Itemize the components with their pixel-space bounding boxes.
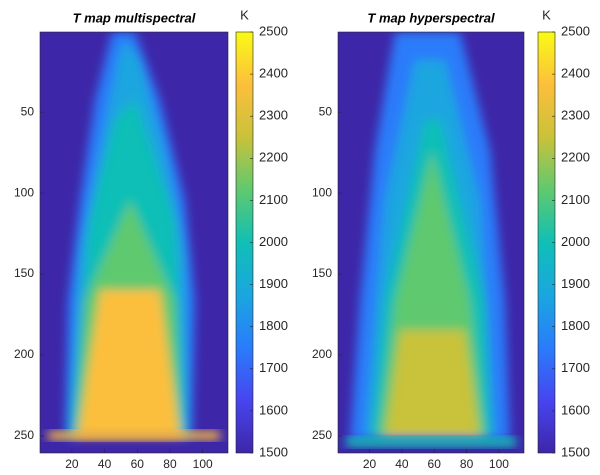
x-tick-label: 20 [363, 457, 377, 471]
y-tick-label: 250 [14, 428, 34, 442]
flame [65, 32, 195, 437]
colorbar-tick-label: 2400 [259, 66, 288, 81]
y-tick-label: 200 [312, 347, 332, 361]
x-tick-label: 40 [395, 457, 409, 471]
x-tick-label: 100 [489, 457, 509, 471]
colorbar-tick-label: 2500 [561, 23, 590, 38]
colorbar-tick-label: 1900 [259, 276, 288, 291]
heatmap-image [40, 32, 228, 453]
axes-frame [39, 31, 229, 454]
y-tick-label: 150 [312, 266, 332, 280]
colorbar-tick-label: 2000 [561, 234, 590, 249]
y-tick-label: 100 [14, 185, 34, 199]
colorbar-tick-label: 2400 [561, 66, 590, 81]
colorbar-label: K [542, 7, 551, 22]
y-tick-label: 150 [14, 266, 34, 280]
heatmap-image [338, 32, 524, 453]
colorbar-tick-label: 2200 [259, 150, 288, 165]
colorbar-tick-label: 2300 [561, 108, 590, 123]
chart-title: T map multispectral [73, 10, 196, 25]
colorbar-tick-label: 2000 [259, 234, 288, 249]
y-tick-label: 50 [319, 104, 333, 118]
colorbar-tick-label: 1800 [259, 318, 288, 333]
x-tick-label: 40 [98, 457, 112, 471]
y-tick-label: 100 [312, 185, 332, 199]
colorbar-tick-label: 1700 [259, 360, 288, 375]
colorbar-tick-label: 2500 [259, 23, 288, 38]
x-tick-label: 60 [131, 457, 145, 471]
x-tick-label: 100 [193, 457, 213, 471]
colorbar-tick-label: 2100 [259, 192, 288, 207]
colorbar-tick-label: 2200 [561, 150, 590, 165]
colorbar-tick-label: 2100 [561, 192, 590, 207]
flame-layer [78, 290, 180, 437]
colorbar-tick-label: 1900 [561, 276, 590, 291]
chart-title: T map hyperspectral [367, 10, 495, 25]
base-band [346, 437, 516, 447]
x-tick-label: 20 [65, 457, 79, 471]
base-band [48, 431, 220, 440]
colorbar-tick-label: 1500 [259, 444, 288, 459]
x-tick-label: 80 [460, 457, 474, 471]
y-tick-label: 200 [14, 347, 34, 361]
colorbar-tick-label: 2300 [259, 108, 288, 123]
colorbar-label: K [240, 7, 249, 22]
colorbar-tick-label: 1700 [561, 360, 590, 375]
colorbar-tick-label: 1500 [561, 444, 590, 459]
y-tick-label: 250 [312, 428, 332, 442]
y-tick-label: 50 [21, 104, 35, 118]
x-tick-label: 80 [163, 457, 177, 471]
axes-frame [337, 31, 525, 454]
colorbar-tick-label: 1800 [561, 318, 590, 333]
colorbar-tick-label: 1600 [259, 402, 288, 417]
flame [350, 32, 510, 440]
x-tick-label: 60 [428, 457, 442, 471]
flame-layer [385, 330, 480, 437]
colorbar-tick-label: 1600 [561, 402, 590, 417]
